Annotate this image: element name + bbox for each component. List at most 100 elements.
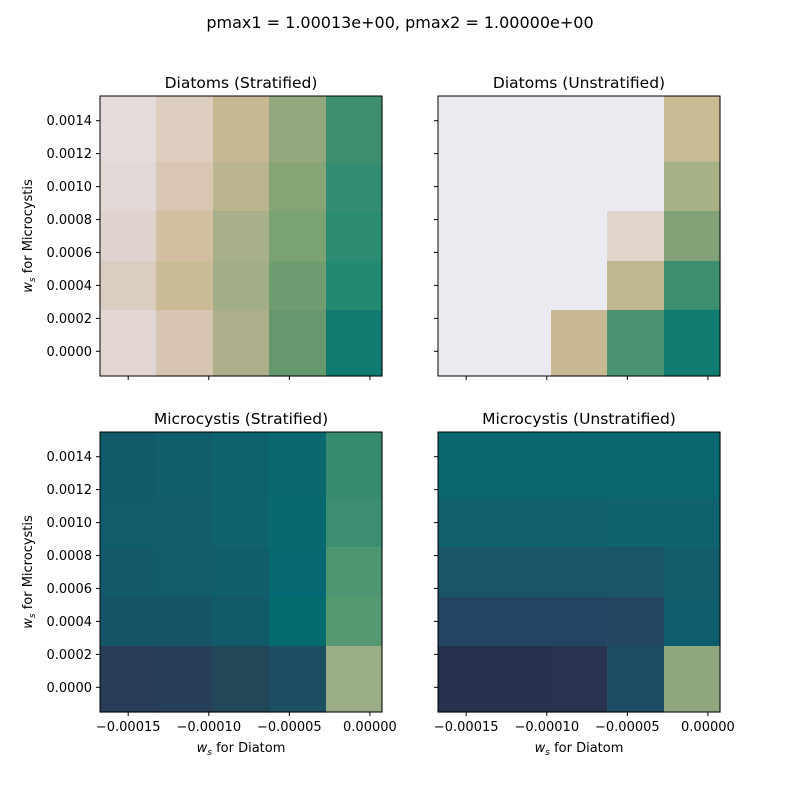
heatmap-cell [607, 646, 665, 713]
heatmap-cell [607, 96, 665, 163]
heatmap-cell [156, 498, 214, 548]
heatmap-cell [326, 547, 383, 598]
y-tick-label: 0.0012 [47, 147, 93, 162]
heatmap-cell [213, 498, 270, 548]
heatmap-cell [156, 432, 214, 499]
heatmap-cell [494, 432, 552, 499]
heatmap-cell [494, 646, 552, 713]
y-tick-label: 0.0004 [47, 615, 93, 630]
y-tick-label: 0.0002 [47, 312, 93, 327]
heatmap-cell [156, 162, 214, 212]
heatmap-cell [326, 96, 383, 163]
y-tick-label: 0.0002 [47, 648, 93, 663]
x-tick-label: −0.00010 [514, 720, 579, 735]
heatmap-cell [551, 211, 608, 262]
x-tick-label: 0.00000 [343, 720, 397, 735]
heatmap-cell [551, 96, 608, 163]
heatmap-cell [269, 162, 327, 212]
y-axis-label: ws for Microcystis [21, 515, 38, 629]
heatmap-cell [100, 211, 157, 262]
y-tick-label: 0.0010 [47, 180, 93, 195]
heatmap-cell [438, 597, 495, 647]
heatmap-cell [100, 96, 157, 163]
heatmap-cell [494, 96, 552, 163]
heatmap-cell [100, 597, 157, 647]
heatmap-cell [551, 432, 608, 499]
heatmap-cell [100, 261, 157, 311]
heatmap-cell [438, 646, 495, 713]
heatmap-cell [494, 547, 552, 598]
heatmap-cell [269, 432, 327, 499]
heatmap-cell [664, 162, 721, 212]
panel-title: Microcystis (Unstratified) [482, 410, 676, 428]
heatmap-cell [269, 96, 327, 163]
heatmap-cell [100, 498, 157, 548]
heatmap-cell [269, 547, 327, 598]
heatmap-cell [326, 310, 383, 377]
panel-4: Microcystis (Unstratified) −0.00015 −0.000… [434, 410, 735, 758]
panel-title: Diatoms (Stratified) [165, 74, 318, 92]
heatmap-cell [664, 432, 721, 499]
heatmap-cell [326, 211, 383, 262]
heatmap-cell [156, 261, 214, 311]
heatmap-cell [326, 162, 383, 212]
heatmap-cell [664, 646, 721, 713]
heatmap-cell [326, 597, 383, 647]
heatmap-cell [607, 310, 665, 377]
heatmap-cell [213, 646, 270, 713]
heatmap-cell [156, 646, 214, 713]
heatmap-cell [156, 597, 214, 647]
heatmap-cell [326, 432, 383, 499]
y-tick-label: 0.0006 [47, 582, 93, 597]
heatmap-cell [100, 646, 157, 713]
heatmap-cell [269, 498, 327, 548]
heatmap-cell [551, 310, 608, 377]
heatmap-cell [156, 211, 214, 262]
heatmap-cell [438, 162, 495, 212]
heatmap-cell [213, 211, 270, 262]
heatmap-cell [156, 310, 214, 377]
heatmap-cell [494, 261, 552, 311]
heatmap-cell [664, 261, 721, 311]
heatmap-cell [664, 597, 721, 647]
panels: Diatoms (Stratified) 0.0014 0.0012 0.0010 0.… [21, 74, 735, 758]
panel-frame [99, 431, 383, 713]
heatmap-cell [269, 597, 327, 647]
panel-frame [437, 431, 721, 713]
heatmap-cell [269, 261, 327, 311]
panel-3: Microcystis (Stratified) 0.0014 0.0012 0.00… [21, 410, 397, 758]
heatmap-cell [664, 96, 721, 163]
heatmap-cell [607, 162, 665, 212]
heatmap-cell [100, 547, 157, 598]
y-tick-label: 0.0014 [47, 114, 93, 129]
heatmap-cell [607, 597, 665, 647]
heatmap-cell [438, 261, 495, 311]
panel-2: Diatoms (Unstratified) [434, 74, 721, 380]
heatmap-cell [213, 432, 270, 499]
heatmap-cell [100, 432, 157, 499]
heatmap-cell [213, 96, 270, 163]
heatmap-cell [607, 547, 665, 598]
heatmap-cell [551, 498, 608, 548]
panel-1: Diatoms (Stratified) 0.0014 0.0012 0.0010 0.… [21, 74, 383, 380]
panel-title: Microcystis (Stratified) [154, 410, 328, 428]
y-tick-label: 0.0004 [47, 279, 93, 294]
heatmap-cell [213, 261, 270, 311]
y-tick-label: 0.0008 [47, 213, 93, 228]
heatmap-cell [269, 211, 327, 262]
heatmap-cell [213, 597, 270, 647]
heatmap-cell [438, 547, 495, 598]
heatmap-cell [269, 646, 327, 713]
heatmap-cell [269, 310, 327, 377]
x-axis-label: ws for Diatom [197, 741, 286, 758]
panel-title: Diatoms (Unstratified) [493, 74, 665, 92]
heatmap-cell [156, 96, 214, 163]
heatmap-cell [438, 498, 495, 548]
heatmap-cell [213, 310, 270, 377]
heatmap-cell [607, 211, 665, 262]
x-tick-label: 0.00000 [681, 720, 735, 735]
x-axis-label: ws for Diatom [535, 741, 624, 758]
figure-suptitle: pmax1 = 1.00013e+00, pmax2 = 1.00000e+00 [206, 13, 593, 32]
y-axis-label: ws for Microcystis [21, 179, 38, 293]
